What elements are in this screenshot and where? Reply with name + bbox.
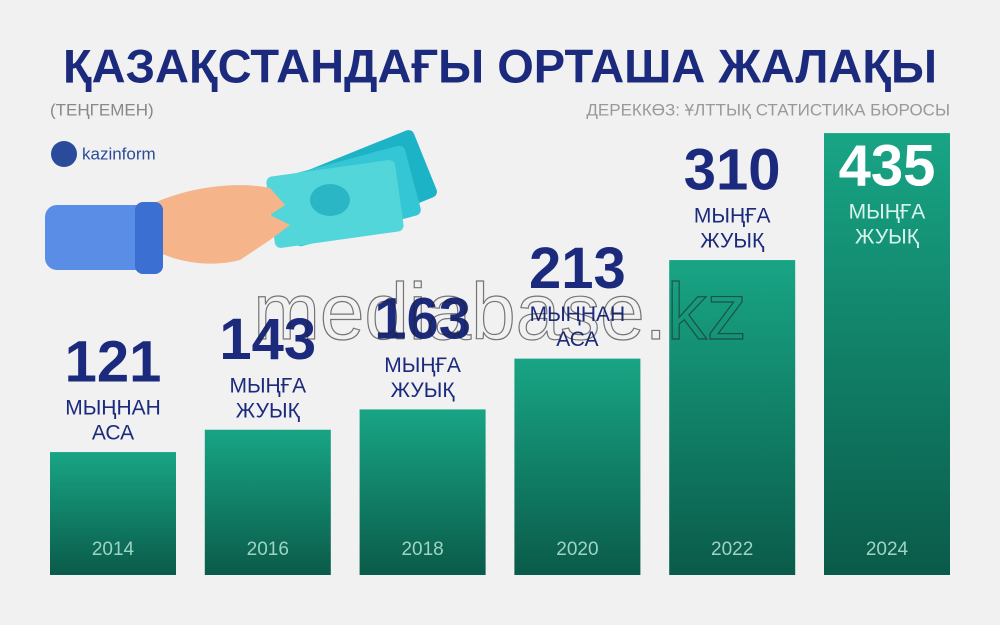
source: ДЕРЕККӨЗ: ҰЛТТЫҚ СТАТИСТИКА БЮРОСЫ: [586, 100, 950, 119]
watermark: mediabase.kz: [253, 267, 747, 356]
value-qualifier: ЖУЫҚ: [855, 226, 920, 249]
value-qualifier: МЫҢНАН: [65, 397, 161, 420]
value-qualifier: ЖУЫҚ: [391, 379, 456, 402]
x-tick-label: 2024: [866, 539, 909, 560]
value-qualifier: ЖУЫҚ: [236, 399, 301, 422]
logo-text: kazinform: [82, 144, 156, 163]
value-label: 310: [684, 137, 781, 202]
subtitle: (ТЕҢГЕМЕН): [50, 100, 154, 119]
chart-title: ҚАЗАҚСТАНДАҒЫ ОРТАША ЖАЛАҚЫ: [63, 39, 937, 92]
value-qualifier: АСА: [92, 422, 134, 445]
value-label: 143: [219, 307, 316, 372]
value-qualifier: МЫҢҒА: [849, 201, 926, 224]
x-tick-label: 2020: [556, 539, 598, 560]
value-qualifier: МЫҢНАН: [530, 303, 626, 326]
x-tick-label: 2018: [401, 539, 443, 560]
bar: [669, 260, 796, 575]
bar: [514, 358, 641, 575]
logo-icon: [51, 141, 77, 167]
value-qualifier: МЫҢҒА: [694, 205, 771, 228]
bar: [824, 133, 950, 575]
value-qualifier: ЖУЫҚ: [700, 230, 765, 253]
value-qualifier: МЫҢҒА: [384, 354, 461, 377]
hand-illustration: [45, 130, 437, 274]
bar: [50, 452, 176, 575]
x-tick-label: 2016: [247, 539, 289, 560]
x-tick-label: 2014: [92, 539, 135, 560]
value-qualifier: АСА: [556, 328, 598, 351]
value-label: 435: [839, 133, 936, 198]
value-label: 163: [374, 287, 471, 352]
logo: kazinform: [51, 141, 156, 167]
bar: [359, 409, 486, 575]
value-label: 121: [65, 329, 162, 394]
x-tick-label: 2022: [711, 539, 753, 560]
value-label: 213: [529, 236, 626, 301]
value-qualifier: МЫҢҒА: [229, 374, 306, 397]
bar: [204, 429, 331, 575]
